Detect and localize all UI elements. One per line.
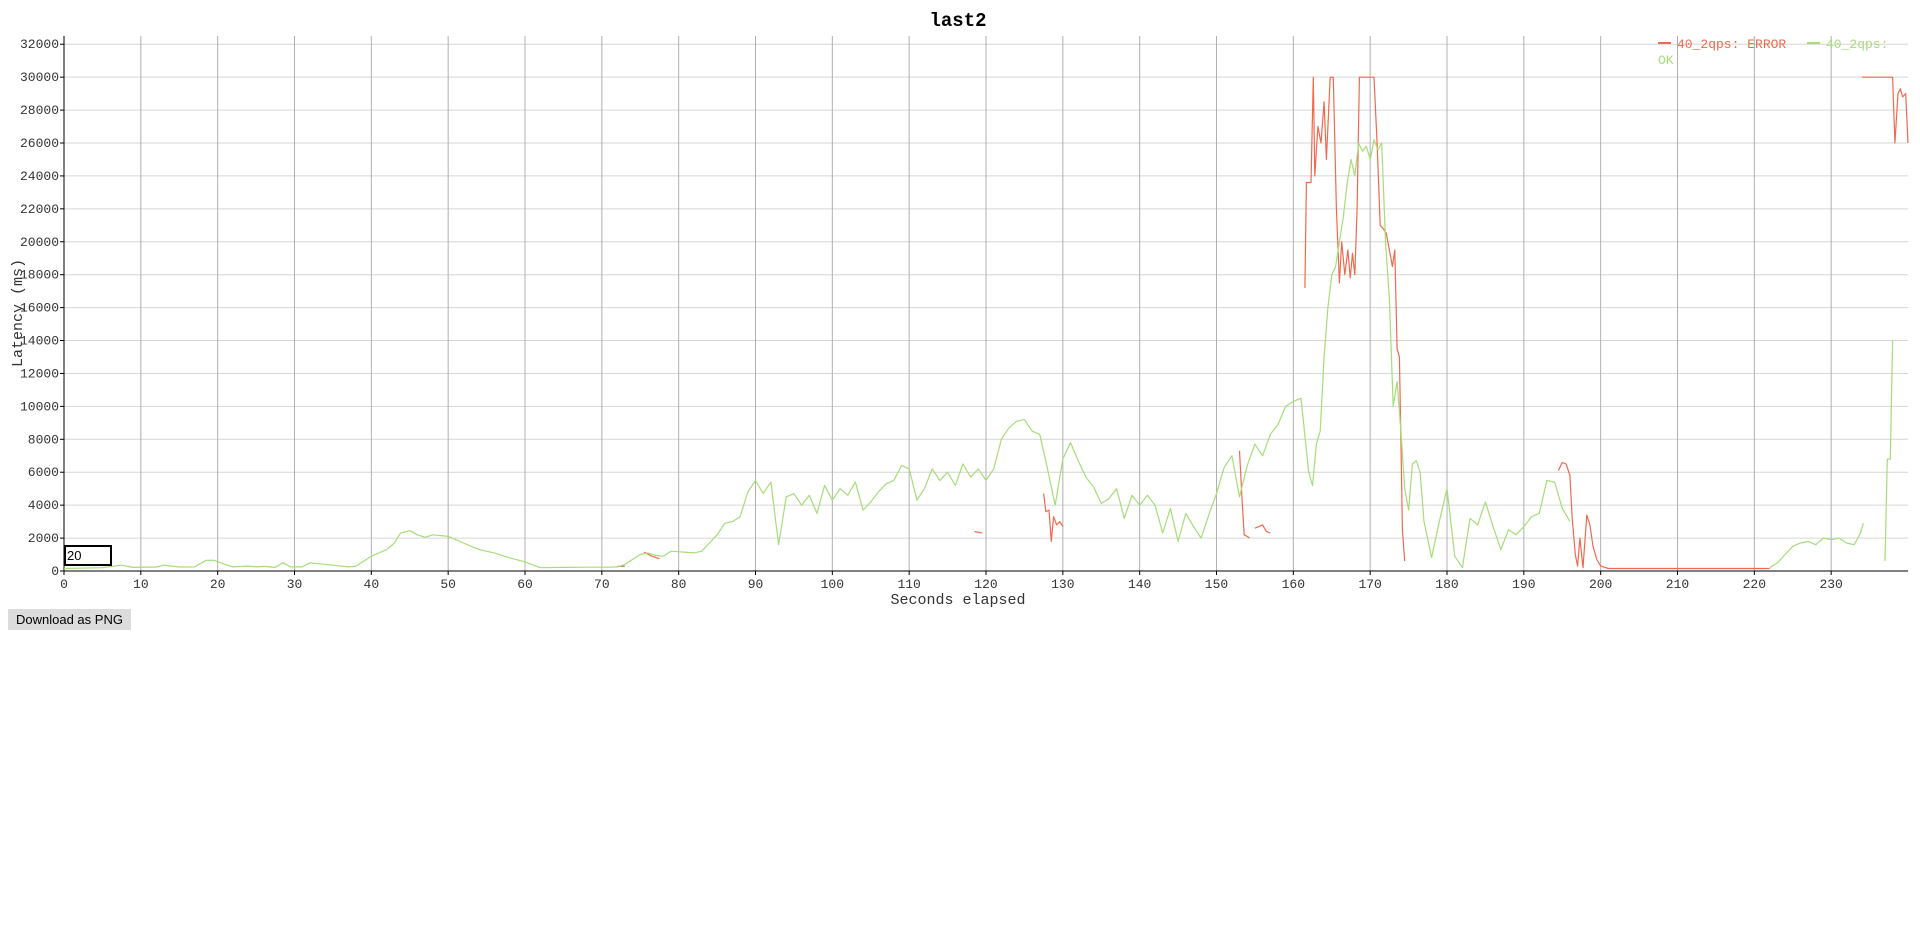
y-tick-label: 22000	[20, 202, 59, 217]
y-tick-label: 32000	[20, 37, 59, 52]
x-tick-label: 200	[1589, 577, 1612, 592]
x-tick-label: 0	[60, 577, 68, 592]
series-line-error	[1043, 493, 1064, 543]
x-tick-label: 30	[287, 577, 303, 592]
y-tick-label: 10000	[20, 399, 59, 414]
x-tick-label: 40	[364, 577, 380, 592]
x-tick-label: 90	[748, 577, 764, 592]
y-tick-label: 26000	[20, 136, 59, 151]
x-tick-label: 180	[1435, 577, 1458, 592]
series-line-ok	[1884, 340, 1894, 562]
y-tick-label: 6000	[28, 465, 59, 480]
x-tick-label: 190	[1512, 577, 1535, 592]
x-tick-label: 110	[897, 577, 920, 592]
x-tick-label: 160	[1282, 577, 1305, 592]
window-size-input[interactable]	[64, 545, 112, 566]
series-line-error	[1238, 450, 1250, 539]
x-tick-label: 100	[821, 577, 844, 592]
series-lines	[63, 76, 1909, 570]
y-axis-label: Latency (ms)	[10, 259, 27, 367]
y-tick-label: 14000	[20, 334, 59, 349]
y-tick-label: 2000	[28, 531, 59, 546]
y-tick-label: 20000	[20, 235, 59, 250]
x-tick-label: 140	[1128, 577, 1151, 592]
y-tick-label: 12000	[20, 366, 59, 381]
x-axis-label: Seconds elapsed	[890, 592, 1025, 609]
y-tick-label: 30000	[20, 70, 59, 85]
y-tick-label: 16000	[20, 301, 59, 316]
y-tick-label: 18000	[20, 268, 59, 283]
chart-title: last2	[929, 10, 986, 32]
x-tick-label: 210	[1666, 577, 1689, 592]
y-tick-label: 0	[51, 564, 59, 579]
x-tick-label: 70	[594, 577, 610, 592]
series-line-error	[1254, 524, 1271, 534]
legend-label-ok: 40_2qps: OK	[1658, 37, 1888, 68]
series-line-error	[1861, 76, 1909, 144]
y-tick-label: 4000	[28, 498, 59, 513]
x-tick-label: 20	[210, 577, 226, 592]
tick-labels: 0200040006000800010000120001400016000180…	[20, 37, 1843, 592]
legend: 40_2qps: ERROR 40_2qps: OK	[1658, 37, 1888, 68]
series-line-error	[1304, 76, 1406, 562]
x-tick-label: 220	[1743, 577, 1766, 592]
y-tick-label: 28000	[20, 103, 59, 118]
x-tick-label: 130	[1051, 577, 1074, 592]
x-tick-label: 230	[1819, 577, 1842, 592]
series-line-error	[974, 530, 983, 534]
series-line-ok	[63, 139, 1571, 570]
x-tick-label: 50	[440, 577, 456, 592]
legend-label-error: 40_2qps: ERROR	[1677, 37, 1786, 52]
series-line-error	[1557, 461, 1770, 570]
x-tick-label: 150	[1205, 577, 1228, 592]
grid	[64, 36, 1908, 571]
series-line-ok	[1769, 523, 1864, 569]
download-png-button[interactable]: Download as PNG	[8, 609, 131, 630]
x-tick-label: 80	[671, 577, 687, 592]
x-tick-label: 120	[974, 577, 997, 592]
y-tick-label: 8000	[28, 432, 59, 447]
x-tick-label: 170	[1358, 577, 1381, 592]
x-tick-label: 10	[133, 577, 149, 592]
x-tick-label: 60	[517, 577, 533, 592]
y-tick-label: 24000	[20, 169, 59, 184]
